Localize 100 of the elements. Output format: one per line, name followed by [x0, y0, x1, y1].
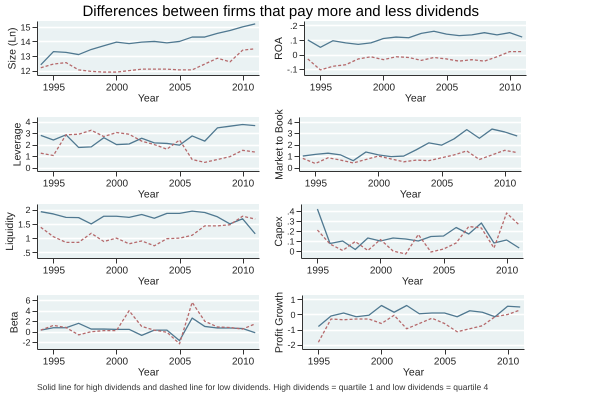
x-tick-label: 1995: [42, 178, 66, 190]
x-tick-label: 1995: [308, 356, 330, 368]
y-axis-title: Profit Growth: [274, 292, 286, 354]
line-series: [40, 23, 256, 66]
y-tick-label: 4: [25, 117, 30, 128]
line-series: [318, 304, 521, 328]
x-tick-label: 2010: [232, 178, 255, 190]
x-tick-label: 2005: [436, 82, 459, 94]
y-axis-title: Leverage: [11, 122, 24, 166]
x-tick-label: 2000: [106, 82, 129, 94]
y-tick-label: 0: [290, 310, 296, 320]
y-tick-label: 0: [25, 163, 30, 174]
x-axis-title: Year: [402, 276, 424, 288]
x-tick-label: 2010: [498, 82, 522, 94]
line-series: [40, 210, 256, 234]
x-tick-label: 2010: [494, 178, 517, 190]
x-tick-label: 2010: [496, 266, 519, 276]
x-tick-label: 2010: [232, 266, 255, 276]
x-tick-label: 2005: [168, 356, 192, 368]
y-tick-label: .1: [290, 35, 298, 46]
x-tick-label: 2005: [168, 266, 192, 276]
y-axis-title: Size (Ln): [6, 27, 18, 70]
x-tick-label: 2000: [372, 82, 396, 94]
y-tick-label: .4: [286, 206, 294, 216]
y-tick-label: 0: [25, 327, 30, 338]
x-axis-title: Year: [138, 188, 160, 200]
y-tick-label: .2: [290, 20, 298, 31]
line-series: [318, 309, 521, 343]
x-tick-label: 2000: [368, 178, 391, 190]
line-series: [307, 51, 523, 71]
y-tick-label: 3: [287, 128, 292, 139]
x-axis-title: Year: [138, 366, 160, 378]
y-tick-label: 2: [25, 205, 30, 216]
y-tick-label: 1: [25, 234, 30, 244]
x-tick-label: 2005: [434, 356, 457, 368]
y-tick-label: 15: [20, 22, 30, 32]
y-tick-label: 1: [290, 295, 296, 305]
x-tick-label: 2005: [168, 82, 192, 94]
x-tick-label: 2005: [432, 266, 456, 276]
y-axis-title: Beta: [8, 312, 20, 334]
y-axis-title: ROA: [272, 37, 285, 60]
x-axis-title: Year: [404, 92, 427, 104]
x-tick-label: 1995: [42, 266, 66, 276]
y-tick-label: 4: [287, 117, 292, 128]
y-tick-label: 14: [20, 36, 30, 47]
y-tick-label: 0: [289, 246, 294, 256]
x-tick-label: 1995: [304, 178, 328, 190]
x-tick-label: 2000: [370, 356, 394, 368]
y-tick-label: 3: [25, 128, 30, 139]
y-tick-label: 13: [20, 52, 30, 62]
x-axis-title: Year: [402, 366, 425, 378]
y-tick-label: -.1: [286, 64, 298, 75]
y-tick-label: -2: [287, 340, 296, 350]
y-tick-label: .1: [286, 236, 294, 246]
x-axis-title: Year: [400, 188, 422, 200]
x-tick-label: 2000: [370, 266, 393, 276]
line-series: [40, 124, 256, 148]
line-series: [302, 150, 518, 164]
line-series: [307, 30, 523, 48]
line-series: [40, 216, 256, 246]
text: Solid line for high dividends and dashed line for low dividends. High dividends = quartile 1 and low dividends = quartile 4: [37, 382, 489, 392]
x-tick-label: 2010: [496, 356, 520, 368]
x-tick-label: 2010: [232, 356, 255, 368]
line-series: [40, 317, 256, 342]
y-tick-label: -2: [22, 338, 30, 348]
x-tick-label: 2005: [168, 178, 192, 190]
x-tick-label: 1995: [310, 82, 332, 94]
line-series: [40, 48, 256, 73]
line-series: [40, 130, 256, 164]
y-tick-label: .3: [286, 216, 294, 226]
x-tick-label: 1995: [306, 266, 330, 276]
y-tick-label: 1.5: [18, 219, 30, 230]
chart-title: Differences between firms that pay more and less dividends: [82, 3, 480, 20]
y-tick-label: .2: [286, 226, 294, 236]
x-tick-label: 2010: [232, 82, 255, 94]
y-axis-title: Liquidity: [4, 211, 16, 251]
y-tick-label: .5: [22, 248, 30, 258]
y-tick-label: 1: [25, 152, 30, 162]
y-tick-label: -1: [287, 325, 296, 335]
x-tick-label: 2000: [106, 178, 129, 190]
y-tick-label: 2: [25, 140, 30, 150]
y-tick-label: 2: [287, 140, 292, 150]
x-axis-title: Year: [138, 92, 160, 104]
x-tick-label: 1995: [42, 82, 66, 94]
y-tick-label: 1: [287, 152, 292, 162]
y-tick-label: 0: [292, 50, 298, 60]
x-tick-label: 2000: [106, 266, 129, 276]
line-series: [40, 302, 256, 344]
x-tick-label: 2005: [430, 178, 454, 190]
y-tick-label: 12: [20, 66, 30, 76]
line-series: [302, 128, 518, 162]
x-axis-title: Year: [138, 276, 160, 288]
x-tick-label: 2000: [106, 356, 129, 368]
y-tick-label: 6: [25, 296, 30, 306]
y-axis-title: Market to Book: [273, 108, 286, 180]
y-tick-label: 0: [287, 163, 292, 174]
x-tick-label: 1995: [42, 356, 66, 368]
y-tick-label: 2: [25, 316, 30, 327]
y-axis-title: Capex: [272, 216, 285, 247]
y-tick-label: 4: [25, 306, 30, 316]
